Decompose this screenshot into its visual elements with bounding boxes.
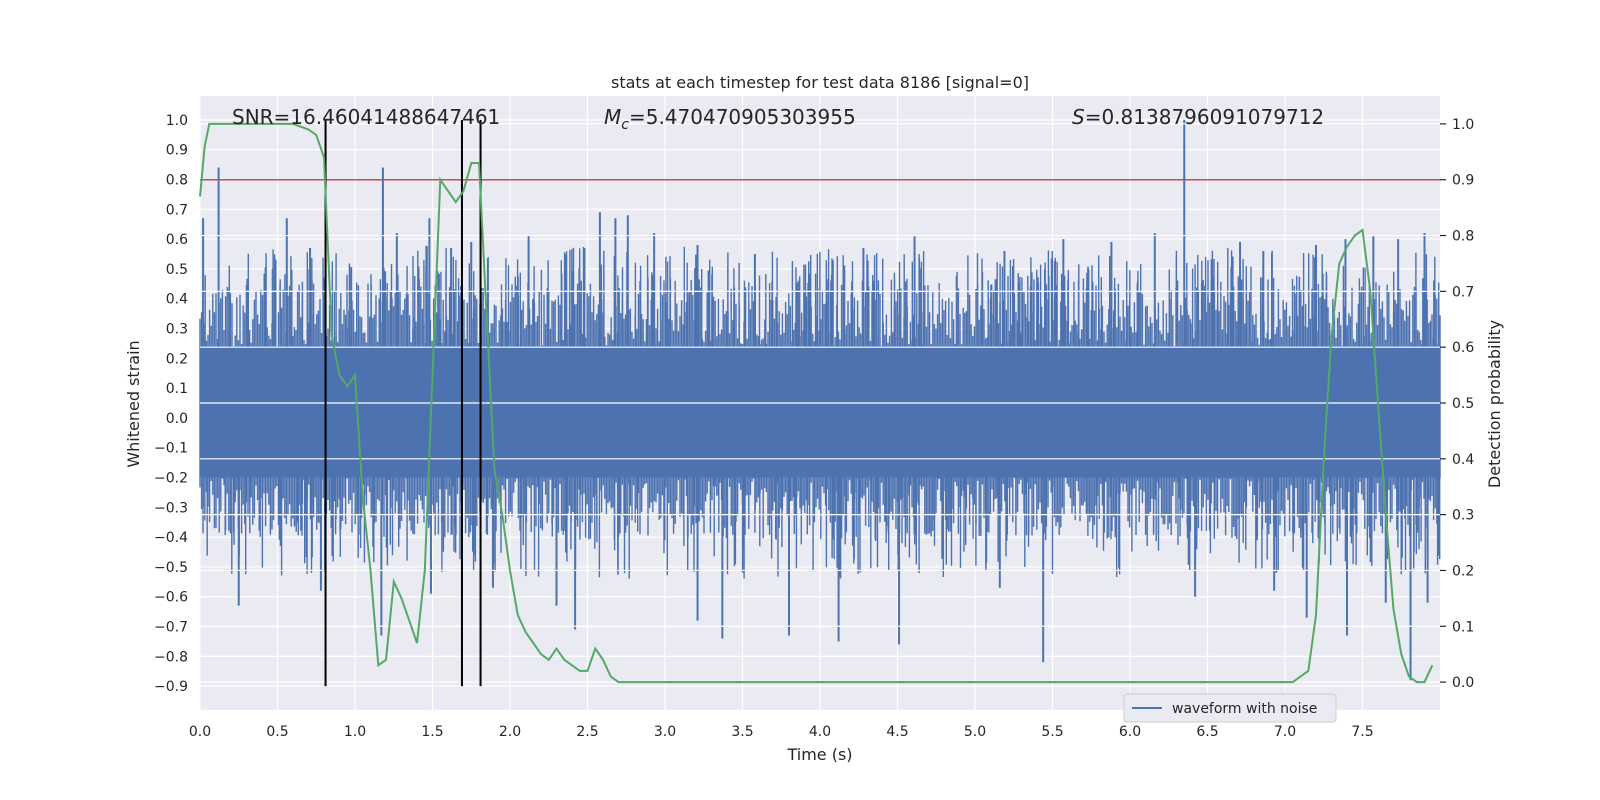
y-tick-label-left: 0.9 [166,143,188,159]
y-tick-label-right: 0.4 [1452,452,1474,468]
y-tick-label-left: −0.6 [154,590,188,606]
y-tick-label-left: −0.1 [154,441,188,457]
y-tick-label-right: 0.8 [1452,229,1474,245]
x-axis-ticks: 0.0 0.5 1.0 1.5 2.0 2.5 3.0 3.5 4.0 4.5 5.0 5.5 6.0 6… [189,724,1374,740]
statistic-symbol: S [1072,105,1085,129]
waveform-spikes [202,119,1429,681]
x-tick-label: 4.5 [886,724,908,740]
x-tick-label: 4.0 [809,724,831,740]
y-tick-label-right: 1.0 [1452,117,1474,133]
y-tick-label-right: 0.9 [1452,173,1474,189]
chart-title: stats at each timestep for test data 818… [611,73,1029,92]
y-axis-left-ticks: −0.9 −0.8 −0.7 −0.6 −0.5 −0.4 −0.3 −0.2 −0.1 0.0 0… [154,113,188,695]
y-axis-right-ticks: 0.0 0.1 0.2 0.3 0.4 0.5 0.6 0.7 0.8 0.9 1.0 [1440,117,1474,691]
chirp-mass-subscript: c [621,117,629,133]
y-tick-label-left: 0.7 [166,202,188,218]
chirp-mass-annotation: Mc=5.470470905303955 [604,105,856,133]
x-axis-label: Time (s) [786,745,852,764]
x-tick-label: 3.0 [654,724,676,740]
x-tick-label: 7.0 [1274,724,1296,740]
x-tick-label: 2.0 [499,724,521,740]
y-tick-label-right: 0.2 [1452,563,1474,579]
x-tick-label: 6.0 [1119,724,1141,740]
x-tick-label: 0.0 [189,724,211,740]
y-tick-label-left: −0.8 [154,649,188,665]
legend-box [1123,693,1337,723]
x-tick-label: 1.0 [344,724,366,740]
y-tick-label-left: −0.5 [154,560,188,576]
waveform-texture [202,245,1441,579]
y-tick-label-left: 1.0 [166,113,188,129]
y-tick-label-left: −0.9 [154,679,188,695]
y-tick-label-left: 0.6 [166,232,188,248]
y-tick-label-left: 0.0 [166,411,188,427]
y-tick-label-left: −0.3 [154,500,188,516]
y-tick-label-right: 0.5 [1452,396,1474,412]
x-tick-label: 5.0 [964,724,986,740]
y-axis-right-label: Detection probability [1485,320,1504,488]
y-axis-left-label: Whitened strain [124,340,143,467]
y-tick-label-left: −0.2 [154,471,188,487]
y-tick-label-left: 0.1 [166,381,188,397]
y-tick-label-left: −0.4 [154,530,188,546]
chirp-mass-value: =5.470470905303955 [629,105,856,129]
y-tick-label-left: 0.8 [166,172,188,188]
legend: waveform with noise [1123,693,1337,723]
chirp-mass-symbol: M [604,105,621,129]
y-tick-label-left: 0.3 [166,321,188,337]
waveform-band [199,245,1441,579]
y-tick-label-left: 0.2 [166,351,188,367]
statistic-value: =0.8138796091079712 [1085,105,1324,129]
y-tick-label-right: 0.6 [1452,340,1474,356]
y-tick-label-left: 0.4 [166,292,188,308]
snr-annotation: SNR=16.46041488647461 [232,105,500,129]
y-tick-label-right: 0.0 [1452,675,1474,691]
x-tick-label: 1.5 [421,724,443,740]
legend-label-waveform: waveform with noise [1172,701,1317,717]
y-tick-label-left: 0.5 [166,262,188,278]
y-tick-label-left: −0.7 [154,620,188,636]
series-line-detection-probability [199,122,1434,684]
x-tick-label: 7.5 [1351,724,1373,740]
y-tick-label-right: 0.1 [1452,619,1474,635]
x-tick-label: 0.5 [266,724,288,740]
x-tick-label: 6.5 [1196,724,1218,740]
x-tick-label: 3.5 [731,724,753,740]
x-tick-label: 2.5 [576,724,598,740]
statistic-annotation: S=0.8138796091079712 [1072,105,1324,129]
y-tick-label-right: 0.3 [1452,508,1474,524]
x-tick-label: 5.5 [1041,724,1063,740]
y-tick-label-right: 0.7 [1452,284,1474,300]
